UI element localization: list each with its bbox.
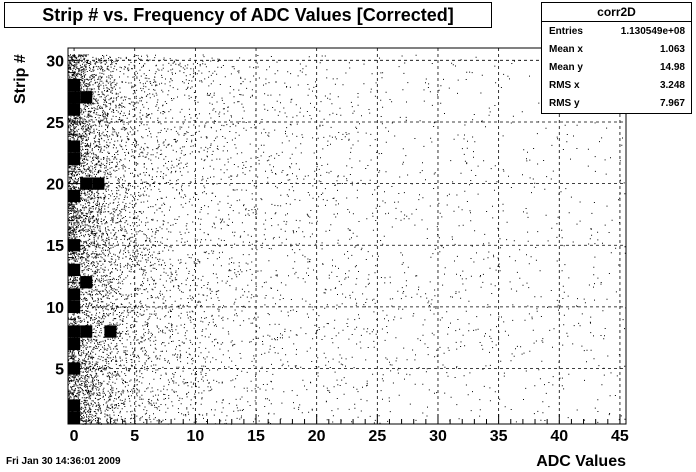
stats-label: Mean x xyxy=(549,43,583,55)
stats-row-mean-y: Mean y 14.98 xyxy=(542,58,691,76)
stats-row-mean-x: Mean x 1.063 xyxy=(542,40,691,58)
plot-frame xyxy=(67,47,627,425)
x-tick-label: 20 xyxy=(308,428,326,445)
x-tick-label: 45 xyxy=(611,428,629,445)
stats-label: RMS y xyxy=(549,98,580,110)
x-axis-label: ADC Values xyxy=(536,453,626,470)
x-tick-label: 15 xyxy=(247,428,265,445)
stats-row-rms-y: RMS y 7.967 xyxy=(542,95,691,113)
stats-value: 1.063 xyxy=(659,43,685,55)
saturated-cell xyxy=(68,263,81,277)
y-tick-label: 5 xyxy=(55,362,64,379)
y-tick-label: 10 xyxy=(46,300,64,317)
x-tick-label: 10 xyxy=(186,428,204,445)
stats-box: corr2D Entries 1.130549e+08 Mean x 1.063… xyxy=(541,2,692,114)
saturated-cell xyxy=(68,399,81,412)
saturated-cell xyxy=(80,276,93,289)
y-axis-ticks: 5 10 15 20 25 30 xyxy=(46,53,80,419)
stats-label: Entries xyxy=(549,25,583,37)
stats-label: RMS x xyxy=(549,80,580,92)
y-tick-label: 30 xyxy=(46,53,64,70)
y-axis-label: Strip # xyxy=(12,54,29,104)
stats-value: 1.130549e+08 xyxy=(620,25,685,37)
timestamp: Fri Jan 30 14:36:01 2009 xyxy=(6,456,121,467)
grid-lines xyxy=(68,48,626,424)
y-tick-label: 15 xyxy=(46,238,64,255)
x-tick-label: 30 xyxy=(429,428,447,445)
stats-label: Mean y xyxy=(549,61,583,73)
y-tick-label: 20 xyxy=(46,177,64,194)
x-tick-label: 25 xyxy=(368,428,386,445)
stats-value: 3.248 xyxy=(659,80,685,92)
stats-row-rms-x: RMS x 3.248 xyxy=(542,77,691,95)
x-axis-ticks: 0 5 10 15 20 25 30 35 40 45 xyxy=(70,414,629,445)
stats-value: 7.967 xyxy=(659,98,685,110)
saturated-cell xyxy=(80,91,93,104)
stats-row-entries: Entries 1.130549e+08 xyxy=(542,22,691,40)
saturated-cell xyxy=(80,325,93,338)
x-tick-label: 35 xyxy=(490,428,508,445)
y-axis-label-wrap: Strip # xyxy=(12,54,32,114)
x-tick-label: 5 xyxy=(130,428,139,445)
x-tick-label: 40 xyxy=(550,428,568,445)
stats-histogram-name: corr2D xyxy=(542,3,691,22)
stats-value: 14.98 xyxy=(659,61,685,73)
saturated-cell xyxy=(68,189,81,203)
chart-title: Strip # vs. Frequency of ADC Values [Cor… xyxy=(4,2,492,28)
y-tick-label: 25 xyxy=(46,115,64,132)
saturated-cell xyxy=(104,325,117,338)
x-tick-label: 0 xyxy=(70,428,79,445)
